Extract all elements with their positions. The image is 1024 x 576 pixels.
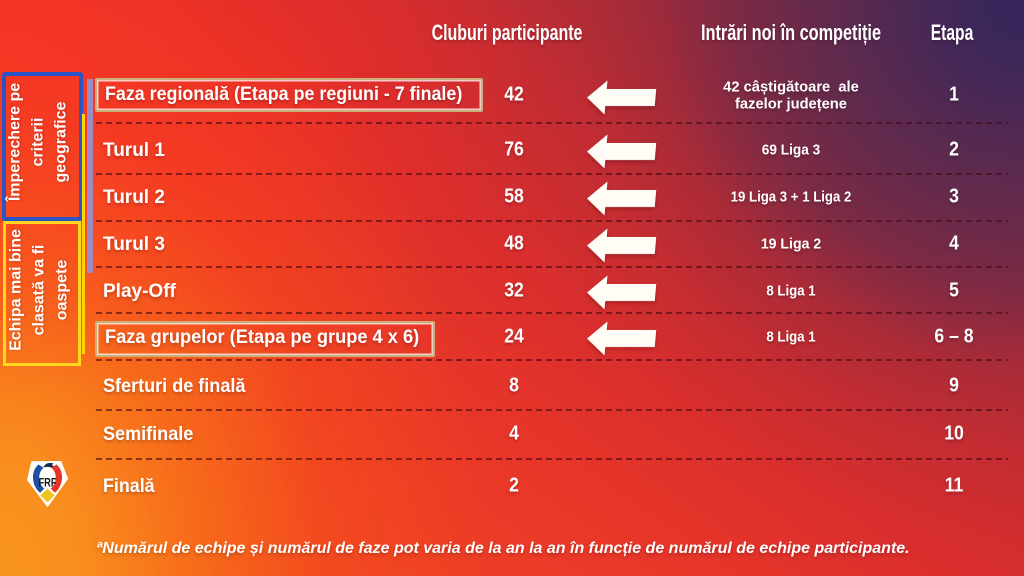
svg-text:FRF: FRF [39,476,57,490]
